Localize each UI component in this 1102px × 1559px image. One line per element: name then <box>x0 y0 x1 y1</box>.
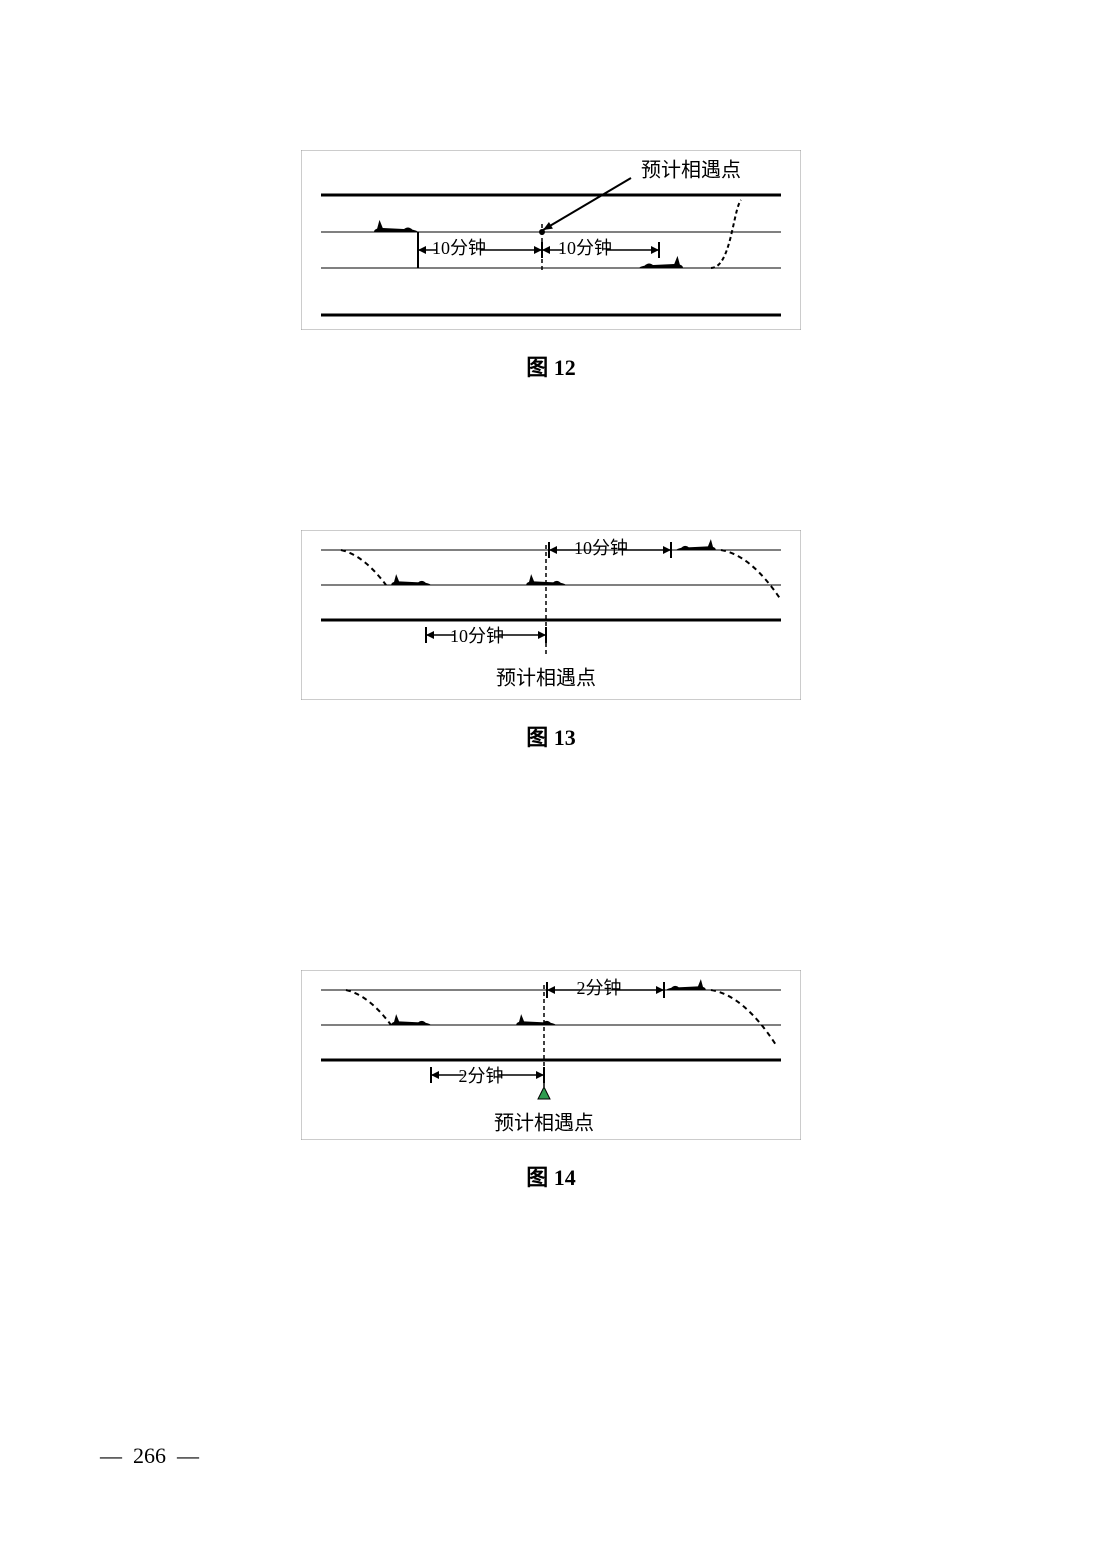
figure-14-svg: 2分钟 2分钟预计相遇点 <box>301 970 801 1140</box>
svg-text:10分钟: 10分钟 <box>558 238 612 258</box>
page-number-value: 266 <box>133 1443 166 1468</box>
svg-text:预计相遇点: 预计相遇点 <box>496 667 596 690</box>
figure-13-svg: 10分钟 10分钟预计相遇点 <box>301 530 801 700</box>
svg-text:2分钟: 2分钟 <box>459 1066 504 1086</box>
svg-text:10分钟: 10分钟 <box>574 538 628 558</box>
svg-text:预计相遇点: 预计相遇点 <box>494 1112 594 1135</box>
figure-14-caption: 图 14 <box>0 1160 1102 1192</box>
svg-text:2分钟: 2分钟 <box>577 978 622 998</box>
svg-text:10分钟: 10分钟 <box>450 626 504 646</box>
page-number: — 266 — <box>100 1443 199 1469</box>
figure-13-caption: 图 13 <box>0 720 1102 752</box>
svg-text:预计相遇点: 预计相遇点 <box>641 159 741 182</box>
figure-12: 预计相遇点 10分钟 10分钟 图 12 <box>0 150 1102 382</box>
figure-14: 2分钟 2分钟预计相遇点 图 14 <box>0 970 1102 1192</box>
svg-text:10分钟: 10分钟 <box>432 238 486 258</box>
figure-12-svg: 预计相遇点 10分钟 10分钟 <box>301 150 801 330</box>
figure-13: 10分钟 10分钟预计相遇点 图 13 <box>0 530 1102 752</box>
figure-12-caption: 图 12 <box>0 350 1102 382</box>
